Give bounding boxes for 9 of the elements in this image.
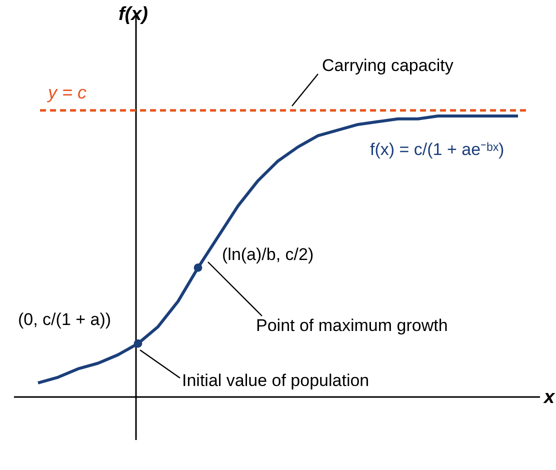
annotation: (ln(a)/b, c/2) [222, 245, 314, 264]
series-label: f(x) = c/(1 + ae⁻ᵇˣ) [370, 140, 504, 159]
ref-line-label: y = c [46, 82, 87, 102]
y-axis-title: f(x) [118, 4, 148, 25]
annotation: (0, c/(1 + a)) [18, 310, 112, 329]
annotation: Point of maximum growth [256, 316, 448, 335]
x-axis-title: x [543, 386, 556, 408]
annotation: Initial value of population [182, 371, 370, 390]
text: Carrying capacity [322, 56, 454, 75]
